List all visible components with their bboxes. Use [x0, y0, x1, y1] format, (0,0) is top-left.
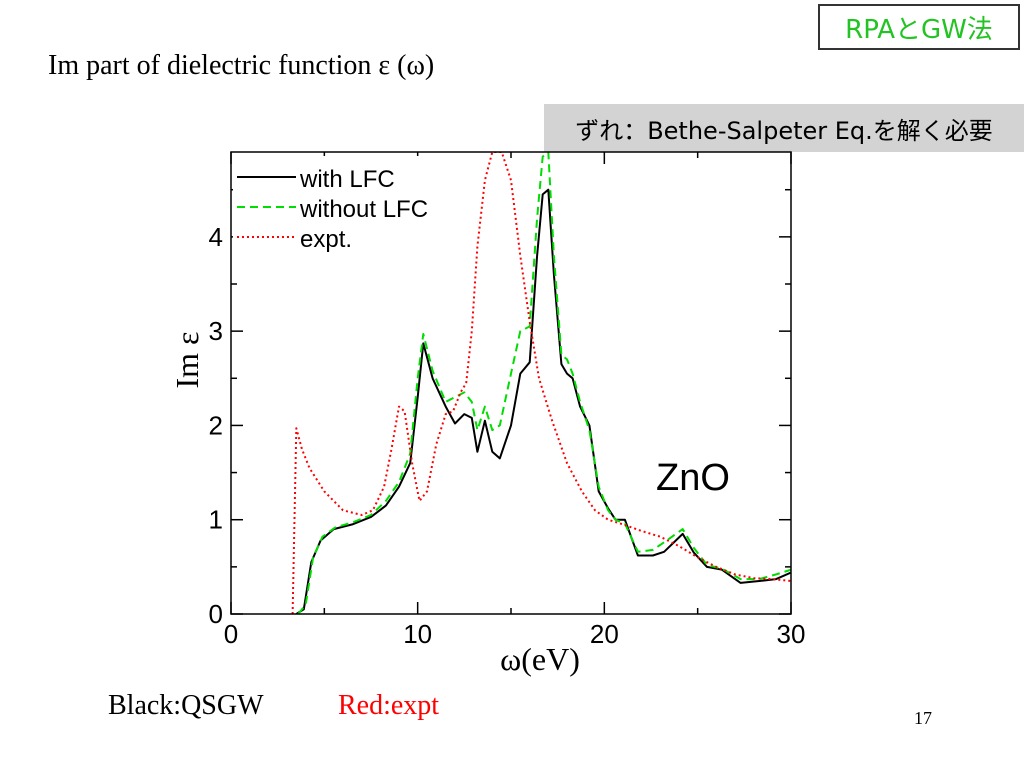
page-number: 17	[914, 708, 932, 728]
method-badge: RPAとGW法	[818, 4, 1020, 50]
footer-red-legend: Red:expt	[338, 690, 440, 721]
legend-label: with LFC	[299, 166, 395, 193]
y-tick-label: 3	[209, 316, 223, 346]
x-tick-label: 0	[224, 619, 238, 649]
y-tick-label: 1	[209, 505, 223, 535]
x-tick-label: 10	[403, 619, 432, 649]
x-tick-label: 20	[590, 619, 619, 649]
legend-label: expt.	[300, 226, 352, 253]
x-axis-label: ω(eV)	[500, 641, 580, 677]
footer-black-legend: Black:QSGW	[108, 690, 264, 721]
y-tick-label: 0	[209, 599, 223, 629]
series-line-1	[297, 152, 791, 614]
material-annotation: ZnO	[656, 457, 730, 499]
legend-label: without LFC	[299, 196, 428, 223]
series-line-2	[291, 152, 791, 614]
slide-title: Im part of dielectric function ε (ω)	[48, 50, 435, 81]
series-line-0	[295, 188, 791, 614]
discrepancy-note: ずれ：Bethe-Salpeter Eq.を解く必要	[544, 104, 1024, 152]
y-tick-label: 2	[209, 410, 223, 440]
x-tick-label: 30	[777, 619, 806, 649]
y-tick-label: 4	[209, 222, 223, 252]
y-axis-label: Im ε	[169, 332, 205, 389]
